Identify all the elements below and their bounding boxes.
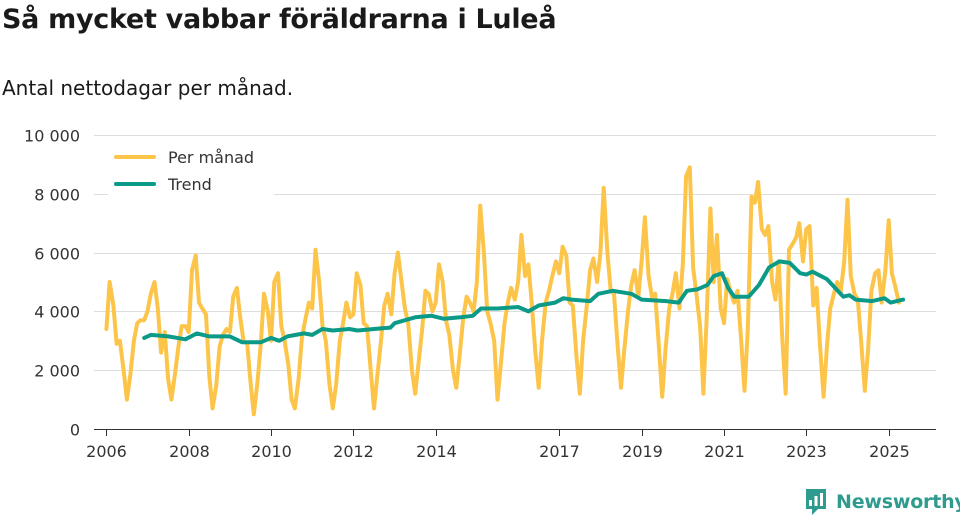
x-tick-label: 2017 <box>539 442 580 461</box>
y-axis-ticks: 0 2 000 4 000 6 000 8 000 10 000 <box>24 127 80 440</box>
y-tick-label: 8 000 <box>34 186 80 205</box>
y-tick-label: 2 000 <box>34 362 80 381</box>
x-tick-label: 2010 <box>251 442 292 461</box>
x-tick-label: 2008 <box>169 442 210 461</box>
x-tick-label: 2006 <box>86 442 127 461</box>
x-tick-label: 2023 <box>786 442 827 461</box>
y-tick-label: 10 000 <box>24 127 80 146</box>
chart-title: Så mycket vabbar föräldrarna i Luleå <box>2 4 557 35</box>
series-layer <box>104 165 906 417</box>
y-tick-label: 0 <box>70 421 80 440</box>
legend: Per månad Trend <box>108 142 274 196</box>
brand-name: Newsworthy <box>836 491 960 513</box>
series-line-trend <box>142 259 906 345</box>
series-line-monthly <box>104 165 901 417</box>
x-tick-label: 2025 <box>869 442 910 461</box>
x-tick-label: 2014 <box>416 442 457 461</box>
y-tick-label: 6 000 <box>34 245 80 264</box>
legend-background <box>108 142 274 196</box>
newsworthy-logo-icon <box>806 489 826 515</box>
brand[interactable]: Newsworthy <box>804 488 960 516</box>
y-tick-label: 4 000 <box>34 303 80 322</box>
x-tick-label: 2021 <box>704 442 745 461</box>
x-tick-label: 2012 <box>333 442 374 461</box>
chart-subtitle: Antal nettodagar per månad. <box>2 76 294 100</box>
x-tick-label: 2019 <box>622 442 663 461</box>
x-axis-ticks: 2006 2008 2010 2012 2014 2017 2019 2021 2023 2025 <box>86 429 910 461</box>
legend-label-monthly: Per månad <box>168 148 254 167</box>
legend-label-trend: Trend <box>167 175 212 194</box>
